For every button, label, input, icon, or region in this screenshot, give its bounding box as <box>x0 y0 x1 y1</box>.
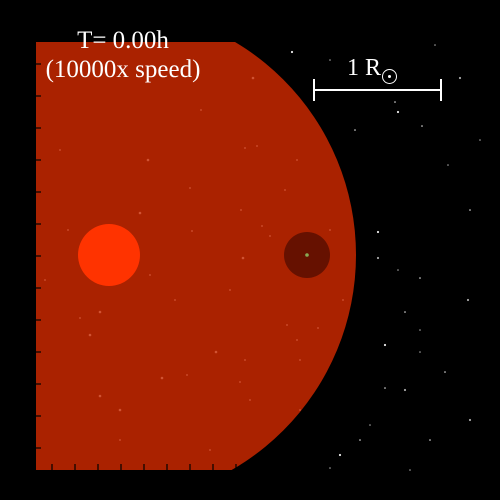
background-star <box>290 50 294 54</box>
background-star <box>403 388 407 392</box>
background-star <box>329 59 331 61</box>
background-star <box>404 311 406 313</box>
background-star <box>458 76 462 80</box>
companion-star <box>78 224 140 286</box>
surface-speckle <box>214 350 218 354</box>
background-star <box>419 277 421 279</box>
surface-speckle <box>98 310 102 314</box>
surface-speckle <box>209 449 211 451</box>
surface-speckle <box>138 211 142 215</box>
surface-speckle <box>244 147 246 149</box>
background-star <box>359 439 361 441</box>
giant-star <box>36 42 356 470</box>
background-star <box>409 469 411 471</box>
surface-speckle <box>146 158 150 162</box>
surface-speckle <box>284 189 286 191</box>
surface-speckle <box>59 149 61 151</box>
surface-speckle <box>251 76 255 80</box>
background-star <box>383 343 387 347</box>
surface-speckle <box>160 376 164 380</box>
background-star <box>421 125 423 127</box>
speed-label: (10000x speed) <box>45 56 201 83</box>
background-star <box>419 351 421 353</box>
background-star <box>434 44 436 46</box>
background-star <box>384 387 386 389</box>
scale-label-text: 1 R <box>346 55 381 81</box>
background-star <box>479 139 481 141</box>
surface-speckle <box>149 274 151 276</box>
surface-speckle <box>286 324 288 326</box>
surface-speckle <box>256 145 258 147</box>
background-star <box>396 110 400 114</box>
surface-speckle <box>67 229 69 231</box>
surface-speckle <box>240 209 242 211</box>
core-dot <box>305 253 309 257</box>
background-star <box>376 230 380 234</box>
background-star <box>447 164 449 166</box>
background-star <box>466 298 470 302</box>
sun-symbol-icon <box>382 69 397 84</box>
surface-speckle <box>249 399 251 401</box>
surface-speckle <box>119 439 121 441</box>
background-star <box>429 439 431 441</box>
surface-speckle <box>44 279 46 281</box>
surface-speckle <box>244 359 246 361</box>
background-star <box>397 269 399 271</box>
surface-speckle <box>229 289 231 291</box>
scale-label: 1 R <box>322 56 422 84</box>
surface-speckle <box>239 381 241 383</box>
surface-speckle <box>317 327 319 329</box>
axis-ticks <box>36 63 237 470</box>
surface-speckle <box>191 230 193 232</box>
background-star <box>369 424 371 426</box>
surface-speckle <box>296 339 298 341</box>
background-stars <box>290 44 481 471</box>
background-star <box>329 467 331 469</box>
background-star <box>354 129 356 131</box>
surface-speckle <box>186 374 188 376</box>
background-star <box>468 418 472 422</box>
surface-speckle <box>299 359 301 361</box>
giant-star-speckles <box>44 76 344 451</box>
surface-speckle <box>174 299 176 301</box>
surface-speckle <box>79 317 81 319</box>
scale-bar <box>313 79 442 101</box>
background-star <box>469 209 471 211</box>
surface-speckle <box>118 408 122 412</box>
time-label: T= 0.00h <box>77 27 169 54</box>
surface-speckle <box>200 109 202 111</box>
surface-speckle <box>88 333 92 337</box>
background-star <box>376 256 380 260</box>
background-star <box>338 453 342 457</box>
surface-speckle <box>98 394 102 398</box>
giant-star-group <box>36 42 356 470</box>
surface-speckle <box>296 159 298 161</box>
surface-speckle <box>189 187 191 189</box>
background-star <box>444 371 446 373</box>
background-star <box>419 329 421 331</box>
surface-speckle <box>241 256 245 260</box>
surface-speckle <box>299 409 301 411</box>
surface-speckle <box>261 225 263 227</box>
background-star <box>394 101 396 103</box>
surface-speckle <box>329 229 331 231</box>
surface-speckle <box>342 299 344 301</box>
surface-speckle <box>269 235 271 237</box>
